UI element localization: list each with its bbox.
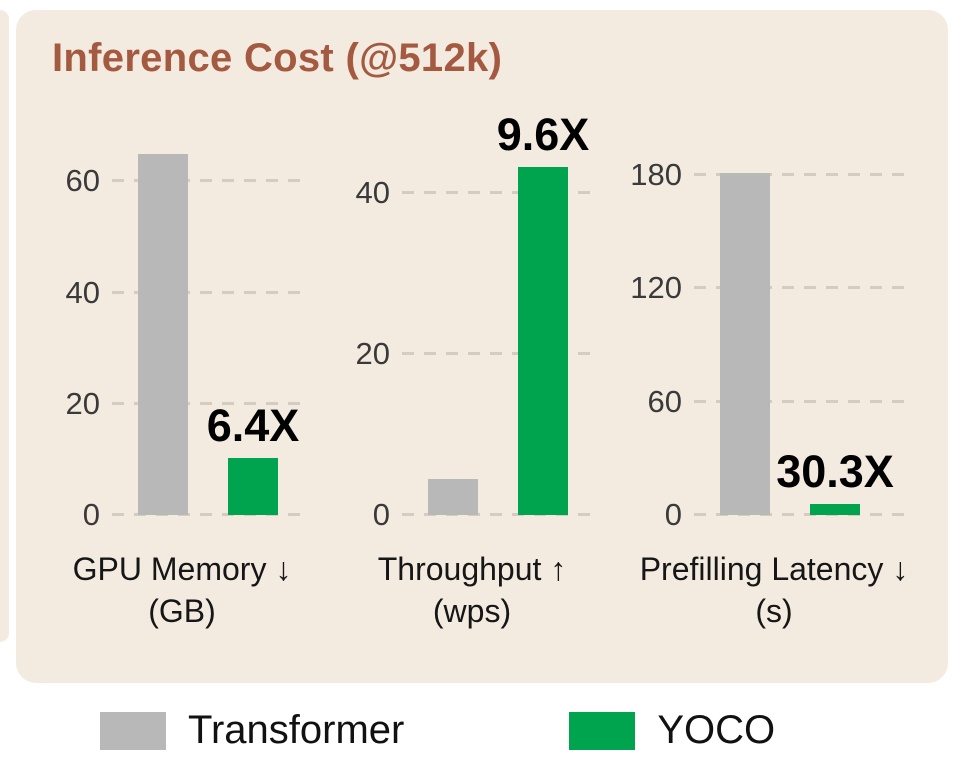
- gridline: [112, 179, 308, 183]
- y-tick-label: 0: [82, 497, 100, 532]
- y-tick-label: 40: [355, 175, 390, 211]
- x-axis-label-unit: (s): [755, 592, 793, 629]
- y-tick-label: 40: [65, 274, 100, 310]
- gridline: [112, 513, 308, 516]
- chart-gpu-memory: 0 20 40 60 6.4X GPU Memory ↓ (GB): [54, 137, 310, 632]
- charts-row: 0 20 40 60 6.4X GPU Memory ↓ (GB) 0 20 40 9.6X Thro…: [16, 112, 948, 632]
- plot-prefilling-latency: 0 60 120 180 30.3X: [630, 137, 914, 532]
- transformer-bar: [720, 172, 770, 515]
- gridline: [694, 286, 912, 290]
- y-axis: 0 20 40 60: [54, 137, 110, 532]
- y-tick-label: 60: [65, 163, 100, 199]
- gridline: [402, 513, 598, 516]
- x-axis-label-name: Prefilling Latency ↓: [639, 551, 909, 587]
- speedup-annotation: 6.4X: [206, 400, 300, 452]
- yoco-swatch: [569, 711, 636, 750]
- legend-item-transformer: Transformer: [100, 708, 404, 753]
- plot-throughput: 0 20 40 9.6X: [344, 112, 600, 532]
- y-tick-label: 0: [372, 497, 390, 532]
- transformer-bar: [138, 153, 188, 515]
- speedup-annotation: 9.6X: [496, 108, 590, 160]
- yoco-bar: [518, 166, 568, 515]
- y-tick-label: 120: [630, 270, 682, 306]
- x-axis-label-unit: (wps): [432, 592, 512, 629]
- legend-label-yoco: YOCO: [657, 708, 776, 752]
- plot-gpu-memory: 0 20 40 60 6.4X: [54, 137, 310, 532]
- legend: Transformer YOCO: [0, 683, 956, 778]
- inference-cost-panel: Inference Cost (@512k) 0 20 40 60 6.4X GPU Me…: [16, 10, 948, 683]
- y-tick-label: 20: [355, 336, 390, 372]
- chart-prefilling-latency: 0 60 120 180 30.3X Prefilling Latency ↓ (s): [630, 137, 914, 632]
- transformer-bar: [428, 478, 478, 515]
- plot-area: 9.6X: [400, 112, 600, 516]
- adjacent-panel-edge: [0, 10, 9, 642]
- speedup-annotation: 30.3X: [776, 445, 894, 497]
- y-tick-label: 180: [630, 156, 682, 192]
- gridline: [694, 172, 912, 176]
- y-axis: 0 20 40: [344, 137, 400, 532]
- x-axis-label: Prefilling Latency ↓ (s): [634, 549, 914, 632]
- plot-area: 30.3X: [692, 137, 914, 516]
- gridline: [694, 513, 912, 516]
- gridline: [402, 352, 598, 356]
- x-axis-label-unit: (GB): [148, 592, 216, 629]
- gridline: [112, 401, 308, 405]
- chart-throughput: 0 20 40 9.6X Throughput ↑ (wps): [344, 112, 600, 632]
- y-axis: 0 60 120 180: [630, 137, 692, 532]
- gridline: [694, 399, 912, 403]
- gridline: [112, 290, 308, 294]
- yoco-bar: [810, 503, 860, 515]
- legend-label-transformer: Transformer: [188, 708, 405, 752]
- y-tick-label: 20: [65, 385, 100, 421]
- y-tick-label: 0: [664, 497, 682, 532]
- legend-item-yoco: YOCO: [569, 708, 775, 753]
- x-axis-label-name: Throughput ↑: [377, 551, 567, 587]
- x-axis-label: GPU Memory ↓ (GB): [54, 549, 310, 632]
- plot-area: 6.4X: [110, 137, 310, 516]
- transformer-swatch: [100, 711, 166, 750]
- gridline: [402, 191, 598, 195]
- figure-title: Inference Cost (@512k): [52, 36, 503, 80]
- y-tick-label: 60: [647, 383, 682, 419]
- x-axis-label: Throughput ↑ (wps): [344, 549, 600, 632]
- x-axis-label-name: GPU Memory ↓: [72, 551, 292, 587]
- yoco-bar: [228, 458, 278, 515]
